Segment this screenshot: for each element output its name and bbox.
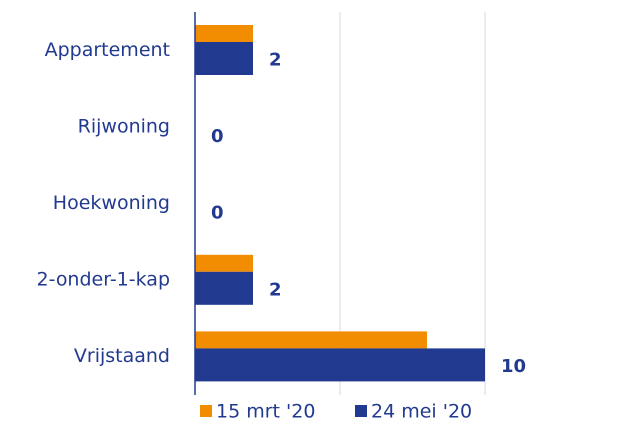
data-label: 0 xyxy=(211,203,224,224)
category-label: 2-onder-1-kap xyxy=(37,269,170,291)
legend-label: 15 mrt '20 xyxy=(216,401,315,423)
data-label: 0 xyxy=(211,126,224,147)
category-label: Rijwoning xyxy=(78,115,170,137)
bar xyxy=(195,254,253,272)
category-label: Appartement xyxy=(45,39,170,61)
bar xyxy=(195,271,253,305)
category-label: Hoekwoning xyxy=(53,192,170,214)
category-label: Vrijstaand xyxy=(74,345,170,367)
bar xyxy=(195,348,485,382)
data-label: 10 xyxy=(501,356,526,377)
legend-swatch xyxy=(200,405,212,417)
data-label: 2 xyxy=(269,50,282,71)
legend-label: 24 mei '20 xyxy=(371,401,472,423)
bar xyxy=(195,42,253,75)
legend-swatch xyxy=(355,405,367,417)
bar xyxy=(195,25,253,42)
data-label: 2 xyxy=(269,279,282,300)
bar xyxy=(195,331,427,349)
